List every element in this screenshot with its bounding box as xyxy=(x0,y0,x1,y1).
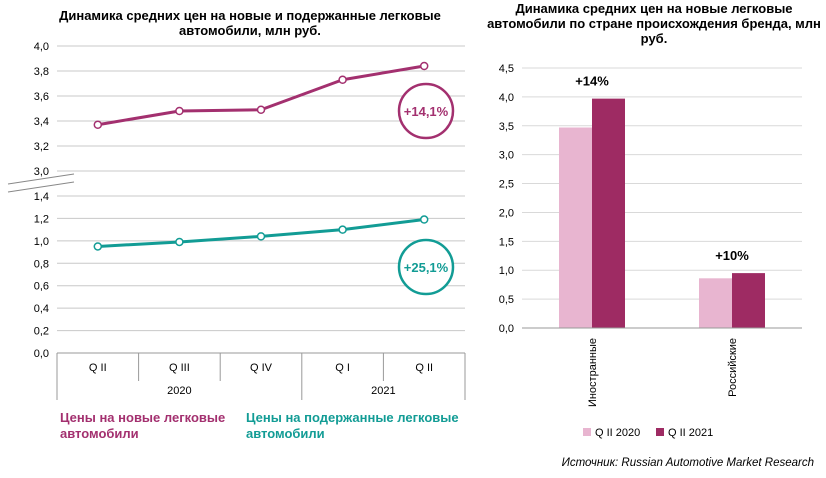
left-y-tick-upper: 3,2 xyxy=(34,141,49,153)
right-legend-label: Q II 2020 xyxy=(595,427,640,439)
right-y-tick: 0,5 xyxy=(499,294,514,306)
right-y-tick: 3,5 xyxy=(499,121,514,133)
right-chart-title: Динамика средних цен на новые легковые а… xyxy=(487,1,821,46)
used-cars-point xyxy=(338,225,347,234)
bar-q2-2021 xyxy=(732,273,765,328)
left-year-label: 2020 xyxy=(167,385,191,397)
left-x-category-label: Q II xyxy=(415,362,433,374)
left-y-tick-lower: 1,2 xyxy=(34,213,49,225)
right-legend-swatch xyxy=(583,428,591,436)
used-cars-point xyxy=(419,215,429,224)
left-x-category-label: Q IV xyxy=(250,362,273,374)
left-y-tick-lower: 0,0 xyxy=(34,348,49,360)
left-x-category-label: Q III xyxy=(169,362,190,374)
used-cars-growth-circle xyxy=(397,238,455,296)
bar-q2-2021 xyxy=(592,98,625,328)
left-y-tick-lower: 0,8 xyxy=(34,258,49,270)
right-y-tick: 3,0 xyxy=(499,150,514,162)
left-y-tick-upper: 3,8 xyxy=(34,66,49,78)
bar-growth-label: +14% xyxy=(575,74,609,89)
bar-q2-2020 xyxy=(699,278,732,328)
right-legend-swatch xyxy=(656,428,664,436)
legend-new-cars: Цены на новые легковые автомобили xyxy=(60,410,226,441)
bar-q2-2020 xyxy=(559,127,592,328)
left-x-category-label: Q I xyxy=(335,362,350,374)
right-legend-label: Q II 2021 xyxy=(668,427,713,439)
left-year-label: 2021 xyxy=(371,385,395,397)
new-cars-point xyxy=(93,120,103,129)
right-y-tick: 4,5 xyxy=(499,63,514,75)
bar-growth-label: +10% xyxy=(715,248,749,263)
used-cars-growth-label: +25,1% xyxy=(404,260,449,275)
legend-used-cars: Цены на подержанные легковые автомобили xyxy=(246,410,459,441)
axis-break-mark xyxy=(7,173,75,185)
used-cars-point xyxy=(256,232,266,241)
right-y-tick: 1,0 xyxy=(499,265,514,277)
left-y-tick-lower: 0,6 xyxy=(34,281,49,293)
left-y-tick-upper: 3,6 xyxy=(34,91,49,103)
new-cars-point xyxy=(338,75,347,84)
source-note: Источник: Russian Automotive Market Rese… xyxy=(561,457,814,469)
used-cars-point xyxy=(93,242,103,251)
left-y-tick-lower: 0,2 xyxy=(34,326,49,338)
left-y-tick-upper: 4,0 xyxy=(34,41,49,53)
new-cars-point xyxy=(256,105,266,114)
new-cars-growth-label: +14,1% xyxy=(404,104,449,119)
new-cars-point xyxy=(175,106,184,116)
right-y-tick: 2,5 xyxy=(499,179,514,191)
new-cars-growth-circle xyxy=(397,82,455,140)
right-y-tick: 4,0 xyxy=(499,92,514,104)
left-chart-title: Динамика средних цен на новые и подержан… xyxy=(59,8,441,38)
left-y-tick-lower: 1,0 xyxy=(34,236,49,248)
right-x-category-label: Иностранные xyxy=(587,338,599,407)
left-y-tick-lower: 1,4 xyxy=(34,191,49,203)
right-y-tick: 2,0 xyxy=(499,207,514,219)
left-y-tick-upper: 3,0 xyxy=(34,166,49,178)
new-cars-point xyxy=(419,61,429,71)
axis-break-mark xyxy=(7,181,75,193)
left-y-tick-upper: 3,4 xyxy=(34,116,49,128)
left-x-category-label: Q II xyxy=(89,362,107,374)
right-y-tick: 1,5 xyxy=(499,236,514,248)
left-y-tick-lower: 0,4 xyxy=(34,303,49,315)
used-cars-point xyxy=(175,237,184,247)
new-cars-line xyxy=(97,64,425,127)
right-y-tick: 0,0 xyxy=(499,323,514,335)
right-x-category-label: Российские xyxy=(727,338,739,397)
